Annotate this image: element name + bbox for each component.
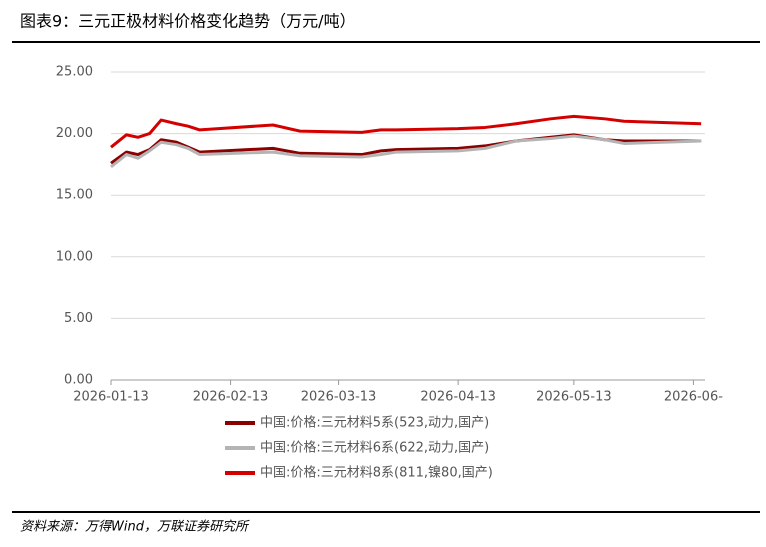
x-tick-label: 2026-03-13 — [301, 390, 377, 405]
y-tick-label: 10.00 — [56, 249, 93, 264]
legend-label: 中国:价格:三元材料6系(622,动力,国产) — [260, 440, 489, 456]
x-tick-label: 2026-06- — [664, 390, 723, 405]
x-tick-label: 2026-04-13 — [420, 390, 496, 405]
series-line — [110, 133, 702, 165]
y-tick-label: 20.00 — [56, 126, 93, 141]
legend-label: 中国:价格:三元材料5系(523,动力,国产) — [260, 415, 489, 431]
x-tick-label: 2026-01-13 — [73, 390, 149, 405]
x-tick-label: 2026-05-13 — [536, 390, 612, 405]
x-tick-label: 2026-02-13 — [193, 390, 269, 405]
y-tick-label: 5.00 — [64, 311, 93, 326]
y-tick-label: 15.00 — [56, 188, 93, 203]
series-line — [110, 134, 702, 169]
legend-label: 中国:价格:三元材料8系(811,镍80,国产) — [260, 465, 493, 481]
source: 资料来源：万得Wind，万联证券研究所 — [20, 519, 250, 535]
series-line — [110, 114, 702, 149]
y-tick-label: 0.00 — [64, 373, 93, 388]
chart-title: 图表9：三元正极材料价格变化趋势（万元/吨） — [20, 12, 356, 31]
y-tick-label: 25.00 — [56, 65, 93, 80]
